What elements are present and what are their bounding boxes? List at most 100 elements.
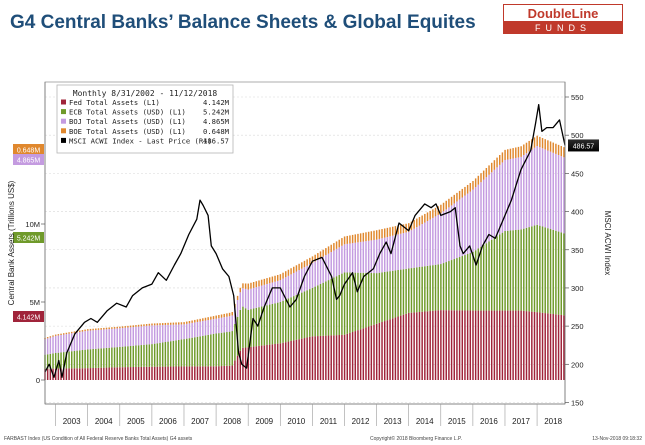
bar-segment [482,310,485,380]
bar-segment [319,251,322,259]
bar-segment [242,288,244,307]
bar-segment [199,318,201,322]
bar-segment [285,342,287,380]
bar-segment [389,271,391,320]
bar-segment [140,324,143,327]
bar-segment [95,367,97,380]
bar-segment [531,226,533,312]
bar-segment [322,256,324,283]
bar-segment [252,308,255,347]
bar-segment [426,311,429,380]
bar-segment [496,236,498,311]
bar-segment [196,336,199,367]
bar-segment [188,323,191,339]
bar-segment [418,311,421,380]
bar-segment [523,155,525,229]
bar-segment [557,155,560,232]
bar-segment [317,285,319,337]
bar-segment [367,231,370,241]
bar-segment [418,266,421,312]
bar-segment [105,329,108,348]
bar-segment [349,235,351,244]
bar-segment [183,339,185,367]
bar-segment [218,318,220,334]
bar-segment [212,319,215,334]
bar-segment [557,314,560,380]
bar-segment [293,296,295,341]
bar-segment [466,310,469,380]
bar-segment [151,323,153,326]
stacked-bars [44,135,565,380]
bar-segment [429,265,431,312]
bar-segment [204,320,207,336]
bar-segment [140,326,143,346]
bar-segment [223,317,225,333]
bar-segment [159,325,161,343]
bar-segment [263,305,266,346]
bar-segment [373,230,375,240]
x-tick-label: 2004 [95,417,113,426]
bar-segment [113,367,116,380]
bar-segment [378,272,381,323]
bar-segment [418,225,421,267]
bar-segment [252,282,255,288]
bar-segment [148,344,151,367]
bar-segment [255,307,258,347]
bar-segment [394,317,397,380]
bar-segment [87,368,89,380]
bar-segment [250,346,252,380]
bar-segment [490,162,493,173]
bar-segment [285,271,287,278]
bar-segment [210,319,212,335]
bar-segment [504,160,506,232]
bar-segment [504,231,506,311]
bar-segment [135,366,137,380]
bar-segment [239,292,241,310]
left-axis-title: Central Bank Assets (Trillions US$) [7,180,16,305]
bar-segment [490,310,493,380]
bar-segment [327,246,330,254]
bar-segment [49,368,52,380]
bar-segment [370,240,373,274]
bar-segment [84,331,86,350]
logo-wordmark: DoubleLine [503,4,623,22]
bar-segment [445,200,447,210]
bar-segment [258,307,260,346]
bar-segment [421,215,423,225]
bar-segment [191,320,193,323]
bar-segment [258,345,260,380]
bar-segment [306,265,308,291]
bar-segment [199,336,201,367]
bar-segment [461,197,464,257]
bar-segment [239,350,241,380]
bar-segment [442,211,445,264]
bar-segment [375,230,378,240]
legend-label: BOJ Total Assets (USD) (L1) [69,117,186,126]
legend-items: Fed Total Assets (L1) 4.142M ECB Total Ass… [61,98,230,145]
logo-subtitle: FUNDS [503,22,623,34]
bar-segment [231,365,233,380]
bar-segment [268,304,271,345]
bar-segment [271,344,274,380]
bar-segment [445,310,447,380]
bar-segment [95,330,97,349]
left-tick-label: 0 [36,376,40,385]
bar-segment [113,347,116,368]
bar-segment [346,243,348,273]
left-tick-label: 10M [25,220,40,229]
bar-segment [375,273,378,324]
bar-segment [255,346,258,380]
bar-segment [389,319,391,380]
bar-segment [199,321,201,337]
bar-segment [461,310,464,380]
bar-segment [97,328,100,330]
bar-segment [560,232,562,315]
msci-line-layer [44,103,566,378]
bar-segment [54,353,57,369]
bar-segment [204,366,207,380]
right-tick-label: 300 [571,284,584,293]
bar-segment [215,366,217,380]
bar-segment [111,327,113,329]
bar-segment [317,336,319,380]
bar-segment [507,230,509,311]
